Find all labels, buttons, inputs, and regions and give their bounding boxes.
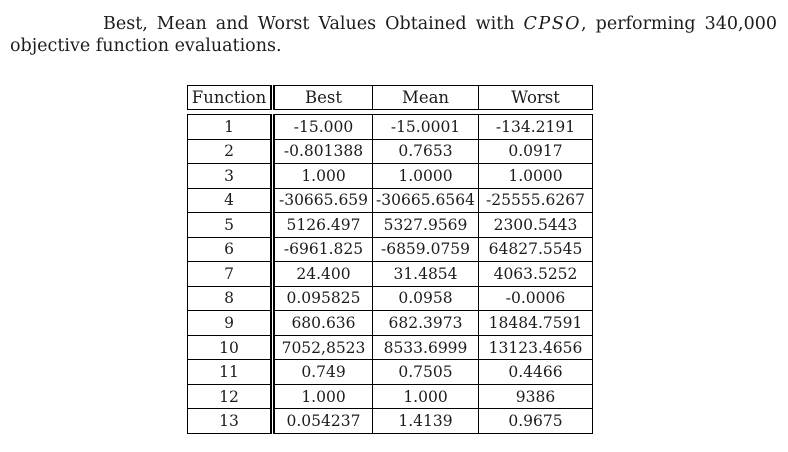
cell-mean-value: 1.4139	[372, 408, 479, 434]
cell-function-number: 7	[187, 261, 275, 287]
cell-best-value: 0.095825	[272, 285, 373, 312]
cell-function-number: 2	[187, 138, 275, 165]
cell-function-number: 4	[187, 187, 275, 214]
cell-function-number: 8	[187, 285, 275, 312]
cell-function-number: 10	[187, 334, 275, 361]
caption-text-after-cpso: , performing 340,000	[581, 14, 777, 34]
table-row: 3 1.000 1.0000 1.0000	[187, 163, 593, 189]
table-row: 12 1.000 1.000 9386	[187, 383, 593, 410]
cell-function-number: 11	[187, 359, 275, 385]
table-row: 11 0.749 0.7505 0.4466	[187, 359, 593, 385]
cell-best-value: 1.000	[272, 163, 373, 189]
cell-mean-value: 31.4854	[372, 261, 479, 287]
header-best: Best	[272, 85, 373, 110]
cell-worst-value: 0.9675	[478, 408, 593, 434]
cell-worst-value: 18484.7591	[478, 310, 593, 336]
table-row: 4 -30665.659 -30665.6564 -25555.6267	[187, 187, 593, 214]
results-table: Function Best Mean Worst 1 -15.000 -15.0…	[187, 85, 593, 434]
cell-function-number: 5	[187, 212, 275, 238]
cell-best-value: 1.000	[272, 383, 373, 410]
table-row: 7 24.400 31.4854 4063.5252	[187, 261, 593, 287]
header-mean: Mean	[372, 85, 479, 110]
table-caption: Best, Mean and Worst Values Obtained wit…	[10, 13, 777, 57]
caption-line-1: Best, Mean and Worst Values Obtained wit…	[10, 13, 777, 35]
cell-mean-value: -6859.0759	[372, 236, 479, 263]
cell-worst-value: 1.0000	[478, 163, 593, 189]
results-table-body: 1 -15.000 -15.0001 -134.2191 2 -0.801388…	[187, 114, 593, 434]
table-row: 9 680.636 682.3973 18484.7591	[187, 310, 593, 336]
cell-function-number: 9	[187, 310, 275, 336]
cell-worst-value: 64827.5545	[478, 236, 593, 263]
table-row: 1 -15.000 -15.0001 -134.2191	[187, 114, 593, 140]
cell-function-number: 12	[187, 383, 275, 410]
cell-worst-value: -134.2191	[478, 114, 593, 140]
cell-worst-value: -0.0006	[478, 285, 593, 312]
table-row: 13 0.054237 1.4139 0.9675	[187, 408, 593, 434]
caption-line-2: objective function evaluations.	[10, 36, 282, 56]
cell-worst-value: 4063.5252	[478, 261, 593, 287]
cell-mean-value: 0.0958	[372, 285, 479, 312]
cell-function-number: 6	[187, 236, 275, 263]
cell-mean-value: -15.0001	[372, 114, 479, 140]
cell-mean-value: 0.7653	[372, 138, 479, 165]
cell-mean-value: 0.7505	[372, 359, 479, 385]
cell-best-value: -0.801388	[272, 138, 373, 165]
cell-function-number: 1	[187, 114, 275, 140]
cell-best-value: 24.400	[272, 261, 373, 287]
cell-worst-value: -25555.6267	[478, 187, 593, 214]
caption-text-before-cpso: Best, Mean and Worst Values Obtained wit…	[103, 14, 515, 34]
cell-mean-value: 8533.6999	[372, 334, 479, 361]
cell-mean-value: 1.0000	[372, 163, 479, 189]
cell-best-value: 0.054237	[272, 408, 373, 434]
header-worst: Worst	[478, 85, 593, 110]
cell-worst-value: 2300.5443	[478, 212, 593, 238]
cell-mean-value: 682.3973	[372, 310, 479, 336]
cell-function-number: 3	[187, 163, 275, 189]
table-row: 8 0.095825 0.0958 -0.0006	[187, 285, 593, 312]
cell-best-value: 680.636	[272, 310, 373, 336]
results-table-header: Function Best Mean Worst	[187, 85, 593, 110]
cell-worst-value: 0.4466	[478, 359, 593, 385]
cell-mean-value: -30665.6564	[372, 187, 479, 214]
caption-cpso-term: CPSO	[523, 14, 582, 34]
cell-best-value: -6961.825	[272, 236, 373, 263]
header-row: Function Best Mean Worst	[187, 85, 593, 110]
cell-worst-value: 9386	[478, 383, 593, 410]
table-row: 10 7052,8523 8533.6999 13123.4656	[187, 334, 593, 361]
table-row: 6 -6961.825 -6859.0759 64827.5545	[187, 236, 593, 263]
cell-mean-value: 5327.9569	[372, 212, 479, 238]
cell-worst-value: 13123.4656	[478, 334, 593, 361]
cell-mean-value: 1.000	[372, 383, 479, 410]
cell-best-value: -30665.659	[272, 187, 373, 214]
header-function: Function	[187, 85, 275, 110]
cell-best-value: 0.749	[272, 359, 373, 385]
cell-function-number: 13	[187, 408, 275, 434]
cell-best-value: 5126.497	[272, 212, 373, 238]
cell-worst-value: 0.0917	[478, 138, 593, 165]
table-row: 2 -0.801388 0.7653 0.0917	[187, 138, 593, 165]
cell-best-value: 7052,8523	[272, 334, 373, 361]
table-row: 5 5126.497 5327.9569 2300.5443	[187, 212, 593, 238]
cell-best-value: -15.000	[272, 114, 373, 140]
